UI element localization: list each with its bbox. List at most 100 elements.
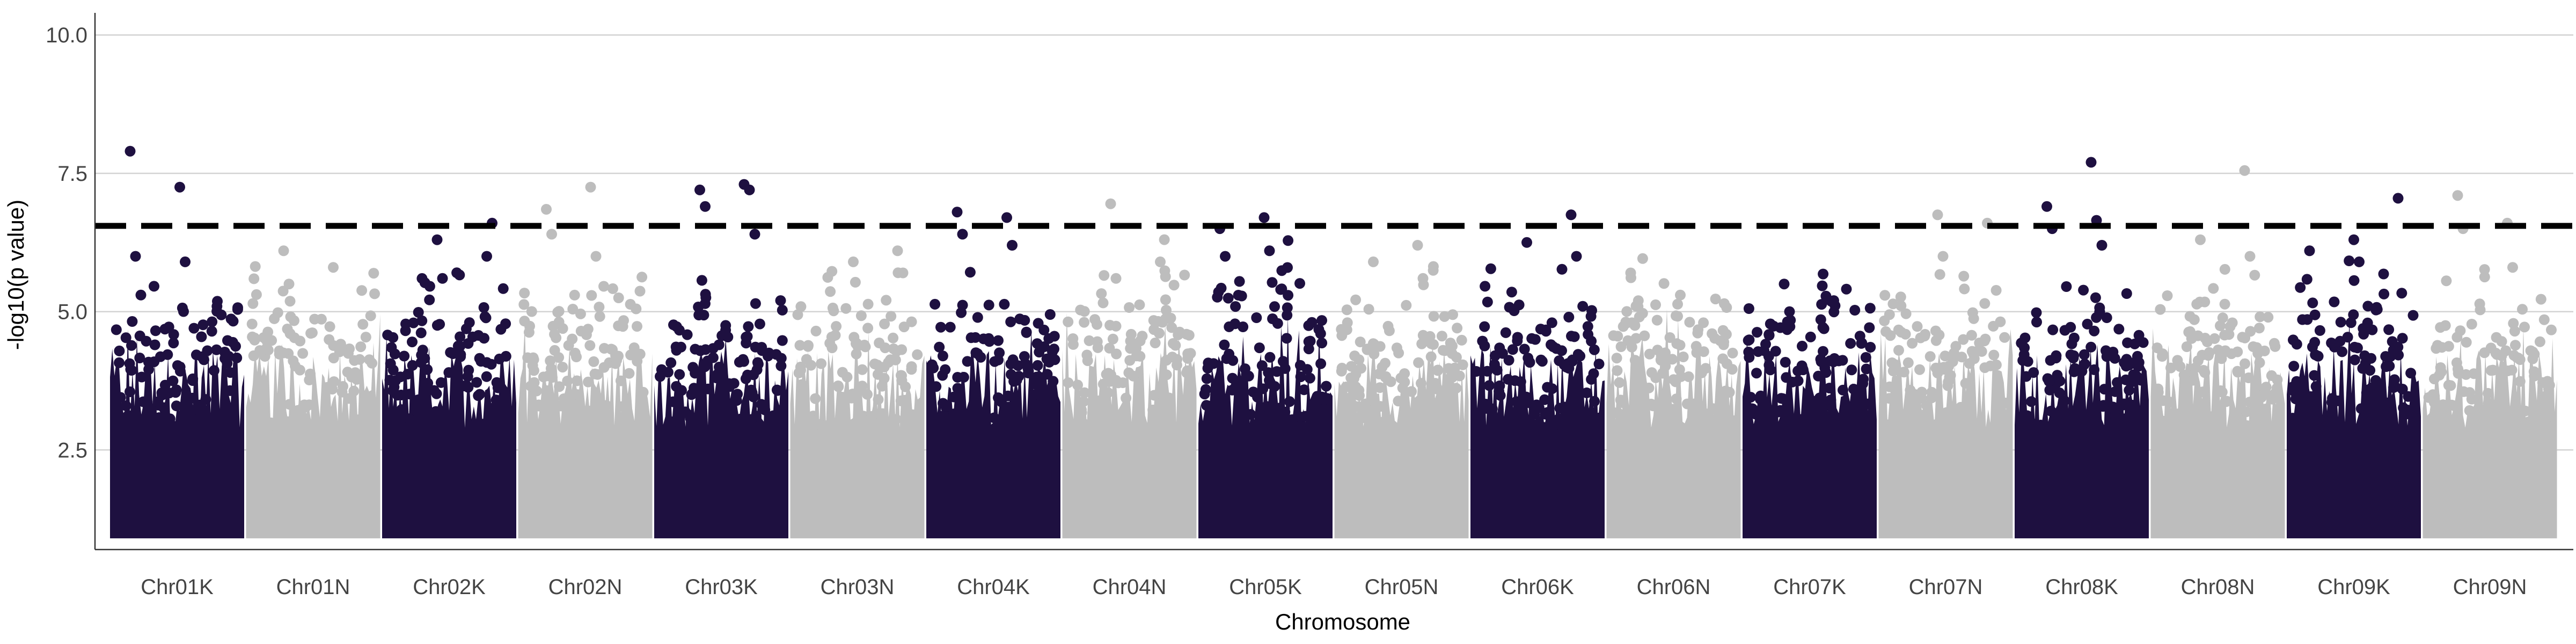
snp-point <box>1078 396 1089 407</box>
snp-point <box>816 358 827 369</box>
snp-point <box>1727 347 1738 358</box>
snp-point <box>1456 334 1467 346</box>
snp-point <box>1678 352 1689 362</box>
snp-point <box>413 307 424 318</box>
snp-point <box>2206 411 2217 422</box>
snp-point <box>1447 309 1458 320</box>
snp-point <box>455 349 466 360</box>
snp-point <box>1355 336 1366 348</box>
peak-point <box>2304 245 2315 257</box>
snp-point <box>2307 297 2318 309</box>
snp-point <box>2379 288 2390 299</box>
snp-point <box>2446 399 2457 411</box>
snp-point <box>2396 288 2407 299</box>
snp-point <box>1161 305 1172 316</box>
snp-point <box>1271 366 1283 377</box>
snp-point <box>638 386 649 398</box>
snp-point <box>2260 404 2271 414</box>
snp-point <box>1428 339 1439 350</box>
snp-point <box>415 327 427 339</box>
x-tick-label-Chr06K: Chr06K <box>1501 575 1574 599</box>
snp-point <box>1763 329 1775 340</box>
snp-point <box>712 368 723 379</box>
dense-points-Chr06K <box>1470 346 1605 539</box>
snp-point <box>696 275 707 286</box>
snp-point <box>2253 323 2265 334</box>
snp-point <box>149 281 159 292</box>
snp-point <box>756 342 767 353</box>
snp-point <box>266 335 277 346</box>
snp-point <box>2251 342 2262 353</box>
snp-point <box>1650 299 1661 310</box>
snp-point <box>876 380 888 392</box>
snp-point <box>120 332 131 343</box>
snp-point <box>1067 333 1079 344</box>
snp-point <box>1895 291 1906 303</box>
snp-point <box>305 328 317 339</box>
snp-point <box>999 298 1010 310</box>
snp-point <box>2079 349 2090 360</box>
snp-point <box>1203 400 1214 412</box>
snp-point <box>557 362 568 373</box>
snp-point <box>1558 359 1570 370</box>
snp-point <box>474 389 485 400</box>
snp-point <box>1303 320 1314 331</box>
snp-point <box>1864 322 1875 333</box>
snp-point <box>1780 357 1791 368</box>
snp-point <box>368 268 379 279</box>
snp-point <box>1264 375 1275 386</box>
chromosome-block-Chr01K <box>110 145 244 539</box>
snp-point <box>114 345 125 356</box>
snp-point <box>1751 368 1762 379</box>
snp-point <box>1658 278 1670 289</box>
peak-point <box>848 256 859 267</box>
snp-point <box>2110 405 2121 416</box>
snp-point <box>1621 306 1633 317</box>
snp-point <box>294 364 305 376</box>
snp-point <box>549 328 560 340</box>
snp-point <box>1612 365 1623 376</box>
snp-point <box>1884 393 1895 404</box>
snp-point <box>1990 285 2002 296</box>
snp-point <box>803 412 815 423</box>
snp-point <box>1321 380 1332 392</box>
snp-point <box>1165 312 1176 324</box>
snp-point <box>1183 330 1195 341</box>
dense-points-Chr01N <box>246 314 380 539</box>
snp-point <box>879 318 890 330</box>
x-tick-label-Chr03K: Chr03K <box>685 575 758 599</box>
snp-point <box>1487 403 1498 414</box>
snp-point <box>1845 338 1856 349</box>
snp-point <box>1674 364 1685 375</box>
snp-point <box>265 417 276 428</box>
peak-point <box>1630 301 1642 312</box>
snp-point <box>1002 401 1014 413</box>
snp-point <box>1356 363 1366 374</box>
snp-point <box>993 335 1004 346</box>
dense-points-Chr03N <box>790 331 925 539</box>
snp-point <box>1938 362 1949 373</box>
snp-point <box>1787 376 1798 387</box>
snp-point <box>1887 298 1899 310</box>
snp-point <box>702 383 713 394</box>
snp-point <box>1577 301 1589 312</box>
snp-point <box>1480 281 1491 292</box>
snp-point <box>2244 397 2256 408</box>
dense-points-Chr08K <box>2015 345 2149 539</box>
snp-point <box>777 304 788 316</box>
snp-point <box>796 379 808 390</box>
snp-point <box>1374 382 1386 393</box>
snp-point <box>1503 355 1514 366</box>
snp-point <box>937 420 948 431</box>
snp-point <box>262 345 274 356</box>
snp-point <box>114 357 125 368</box>
peak-point <box>694 184 705 195</box>
peak-point <box>892 245 903 257</box>
snp-point <box>1995 316 2006 327</box>
peak-point <box>1417 273 1429 284</box>
snp-point <box>1382 320 1394 332</box>
snp-point <box>1316 338 1328 349</box>
snp-point <box>168 329 179 340</box>
snp-point <box>634 286 646 297</box>
snp-point <box>2517 304 2528 315</box>
